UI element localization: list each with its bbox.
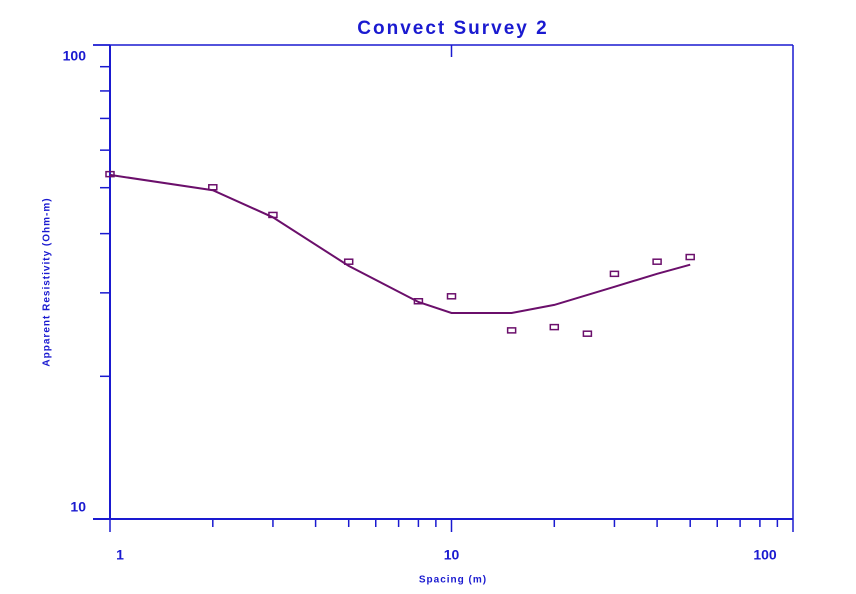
data-point	[549, 323, 560, 331]
x-tick-label: 1	[116, 547, 124, 563]
x-tick-label: 100	[753, 547, 777, 563]
x-axis-label: Spacing (m)	[419, 575, 487, 586]
data-point	[268, 211, 278, 219]
model-line	[109, 173, 691, 314]
data-point	[685, 253, 695, 261]
data-point	[582, 330, 593, 337]
data-point	[506, 327, 517, 334]
data-point	[105, 170, 115, 178]
x-tick-label: 10	[444, 547, 460, 563]
y-axis-label: Apparent Resistivity (Ohm-m)	[42, 197, 53, 366]
data-point	[413, 297, 424, 305]
y-tick-label: 10	[70, 499, 86, 515]
data-point	[652, 258, 662, 265]
y-tick-label: 100	[63, 48, 87, 64]
chart-title: Convect Survey 2	[357, 18, 548, 39]
data-point	[609, 270, 620, 278]
data-point	[208, 184, 218, 191]
data-point	[343, 258, 354, 265]
data-point	[446, 293, 457, 300]
